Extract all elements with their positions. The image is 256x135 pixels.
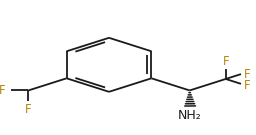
Text: NH₂: NH₂ — [178, 109, 202, 122]
Text: F: F — [25, 103, 32, 116]
Text: F: F — [244, 68, 251, 81]
Text: F: F — [222, 55, 229, 68]
Text: F: F — [0, 84, 6, 97]
Text: F: F — [243, 79, 250, 92]
